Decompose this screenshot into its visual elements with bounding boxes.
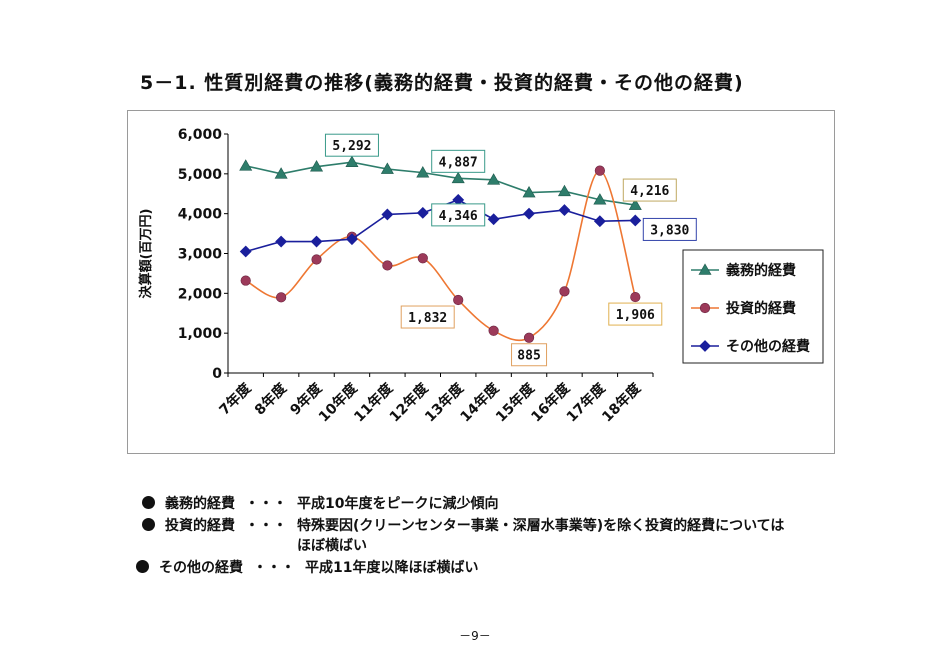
data-point [345, 155, 359, 168]
bullet-label: 義務的経費 [165, 496, 235, 512]
data-point [559, 286, 570, 297]
bullet-label: 投資的経費 [165, 518, 235, 534]
data-point [557, 184, 571, 197]
line-chart: 01,0002,0003,0004,0005,0006,0007年度8年度9年度… [138, 127, 824, 425]
data-point [240, 275, 251, 286]
legend-marker [699, 340, 711, 352]
data-point [381, 208, 394, 221]
data-point [239, 245, 252, 258]
data-label: 3,830 [650, 223, 689, 238]
data-point [416, 206, 429, 219]
data-label: 885 [517, 349, 540, 364]
data-point [488, 325, 499, 336]
legend-label: 義務的経費 [726, 262, 796, 279]
data-label-box [431, 149, 486, 173]
data-point [239, 159, 253, 171]
page-number: －9－ [459, 629, 491, 643]
bullet-dot-icon [142, 518, 155, 531]
data-point [346, 233, 358, 246]
bullet-dot-icon [142, 496, 155, 509]
bullet-text: 平成10年度をピークに減少傾向 [297, 496, 499, 512]
bullet-item: その他の経費 ・・・ 平成11年度以降ほぼ横ばい [136, 557, 784, 577]
data-label-box [642, 217, 697, 241]
data-point [558, 204, 571, 217]
bullet-separator: ・・・ [245, 496, 287, 512]
data-label: 4,887 [439, 155, 478, 170]
data-point [593, 193, 607, 205]
data-point [380, 162, 394, 174]
chart-container: 0 1,000 2,000 3,000 4,000 5,000 6,000 7年度 8年度 9年度… [127, 110, 835, 454]
bullet-text: 特殊要因(クリーンセンター事業・深層水事業等)を除く投資的経費については [297, 518, 785, 534]
data-point [523, 207, 535, 220]
x-tick-label: 18年度 [599, 379, 645, 425]
data-point [451, 171, 465, 184]
data-label-box [400, 305, 455, 329]
data-label: 4,216 [630, 184, 669, 199]
legend-label: 投資的経費 [726, 300, 796, 317]
data-label-box [324, 133, 379, 157]
y-tick-label: 3,000 [178, 247, 223, 263]
data-label-box [511, 343, 548, 367]
bullet-label: その他の経費 [159, 560, 243, 576]
bullet-dot-icon [136, 560, 149, 573]
data-label: 4,346 [439, 209, 478, 224]
data-point [275, 235, 288, 248]
data-point [274, 167, 288, 179]
y-tick-label: 2,000 [178, 286, 223, 302]
data-point [593, 215, 606, 228]
y-axis-title: 決算額(百万円) [138, 209, 154, 299]
data-point [487, 213, 500, 226]
data-point [276, 292, 287, 303]
y-tick-label: 1,000 [178, 326, 223, 342]
data-point [382, 260, 393, 271]
data-point [417, 253, 428, 264]
bullet-list: 義務的経費 ・・・ 平成10年度をピークに減少傾向 投資的経費 ・・・ 特殊要因… [136, 493, 784, 579]
series-line-0 [245, 161, 636, 206]
y-tick-label: 5,000 [178, 167, 223, 183]
data-label: 1,832 [408, 311, 447, 326]
y-tick-label: 0 [212, 366, 222, 382]
legend-marker [699, 302, 711, 314]
data-point [629, 214, 642, 227]
data-point [310, 235, 323, 248]
data-point [416, 166, 430, 178]
data-point [310, 160, 324, 172]
bullet-item: 投資的経費 ・・・ 特殊要因(クリーンセンター事業・深層水事業等)を除く投資的経… [142, 515, 784, 555]
bullet-separator: ・・・ [245, 518, 287, 534]
legend-label: その他の経費 [726, 338, 810, 355]
bullet-separator: ・・・ [253, 560, 295, 576]
page-title: 5－1. 性質別経費の推移(義務的経費・投資的経費・その他の経費) [140, 72, 744, 94]
data-point [523, 332, 535, 343]
bullet-text: ほぼ横ばい [297, 538, 367, 554]
data-label-box [431, 203, 486, 227]
data-label-box [622, 178, 677, 202]
data-label-box [608, 302, 663, 326]
data-point [630, 291, 641, 303]
x-tick-label: 8年度 [251, 379, 290, 418]
bullet-text: 平成11年度以降ほぼ横ばい [305, 560, 479, 576]
data-label: 5,292 [332, 139, 371, 154]
bullet-item: 義務的経費 ・・・ 平成10年度をピークに減少傾向 [142, 493, 784, 513]
data-point [311, 254, 322, 265]
data-point [628, 198, 642, 210]
legend-marker [698, 263, 712, 275]
data-point [453, 294, 464, 306]
y-tick-label: 4,000 [178, 207, 223, 223]
data-point [487, 173, 501, 185]
data-point [594, 165, 605, 176]
data-label: 1,906 [616, 308, 655, 323]
y-tick-label: 6,000 [178, 127, 223, 143]
data-point [522, 185, 536, 198]
x-tick-label: 7年度 [216, 379, 255, 418]
